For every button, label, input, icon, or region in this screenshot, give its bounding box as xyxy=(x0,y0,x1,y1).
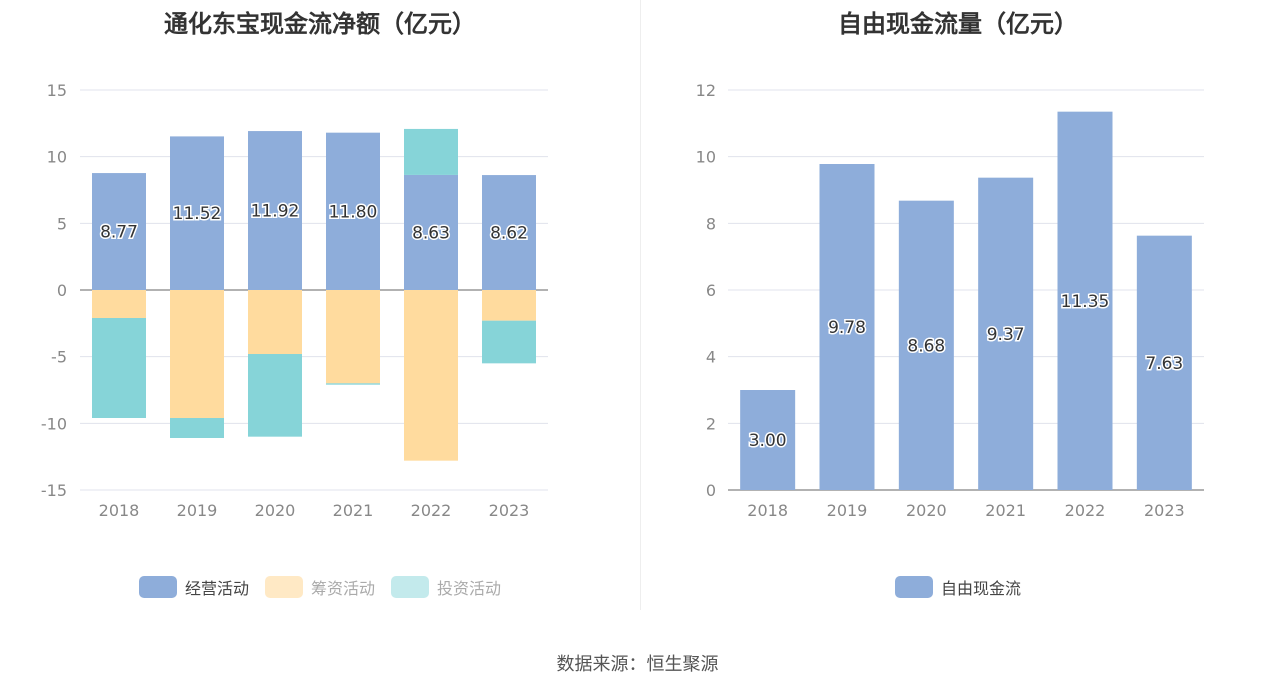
data-label: 3.00 xyxy=(749,431,787,451)
x-tick-label: 2019 xyxy=(827,501,868,520)
bar xyxy=(92,318,146,418)
bar xyxy=(1136,235,1192,490)
data-label: 11.35 xyxy=(1061,292,1110,312)
x-tick-label: 2023 xyxy=(1144,501,1185,520)
bar xyxy=(1057,111,1113,491)
legend: 经营活动 筹资活动 投资活动 xyxy=(0,575,640,599)
bar xyxy=(326,132,380,290)
x-tick-label: 2018 xyxy=(99,501,140,520)
bar xyxy=(482,290,536,321)
y-tick-label: 5 xyxy=(57,214,67,233)
chart-title: 通化东宝现金流净额（亿元） xyxy=(164,10,476,38)
x-tick-label: 2023 xyxy=(489,501,530,520)
data-label: 8.63 xyxy=(412,223,450,243)
legend: 自由现金流 xyxy=(641,575,1275,599)
free-cashflow-chart: 自由现金流量（亿元） 12 10 8 6 4 2 0 3.00 2018 9.78 2019 8.68… xyxy=(641,0,1275,620)
data-label: 9.37 xyxy=(987,325,1025,345)
net-cashflow-plot: 15 10 5 0 -5 -10 -15 8.77 2018 11.52 2019 11.92 2020… xyxy=(41,81,548,520)
y-tick-label: 15 xyxy=(47,81,67,100)
legend-label: 投资活动 xyxy=(437,579,502,598)
data-label: 7.63 xyxy=(1145,354,1183,374)
legend-swatch-free-cashflow xyxy=(894,576,933,598)
bar xyxy=(482,320,536,364)
y-tick-label: 2 xyxy=(706,414,716,433)
bar xyxy=(170,136,224,290)
y-tick-label: 0 xyxy=(706,481,716,500)
bar xyxy=(740,390,796,490)
bar xyxy=(248,290,302,354)
bar xyxy=(170,290,224,418)
data-source: 数据来源：恒生聚源 xyxy=(556,654,719,675)
data-label: 8.77 xyxy=(100,223,138,243)
x-tick-label: 2020 xyxy=(255,501,296,520)
y-tick-label: 10 xyxy=(47,148,67,167)
data-label: 9.78 xyxy=(828,318,866,338)
x-tick-label: 2020 xyxy=(906,501,947,520)
y-tick-label: 8 xyxy=(706,214,716,233)
y-tick-label: 10 xyxy=(696,148,716,167)
x-tick-label: 2018 xyxy=(747,501,788,520)
free-cashflow-plot: 12 10 8 6 4 2 0 3.00 2018 9.78 2019 8.68 2020 9.37 202… xyxy=(696,81,1204,520)
bar xyxy=(819,164,875,490)
legend-swatch-operating xyxy=(138,576,177,598)
legend-label: 自由现金流 xyxy=(940,579,1021,598)
bar xyxy=(248,131,302,290)
y-tick-label: 12 xyxy=(696,81,716,100)
data-label: 11.80 xyxy=(329,202,378,222)
x-tick-label: 2019 xyxy=(177,501,218,520)
bar xyxy=(326,290,380,384)
y-tick-label: 6 xyxy=(706,281,716,300)
y-tick-label: 4 xyxy=(706,348,716,367)
chart-title: 自由现金流量（亿元） xyxy=(838,10,1078,38)
bar xyxy=(92,173,146,290)
data-label: 8.62 xyxy=(490,224,528,244)
bar xyxy=(248,354,302,437)
bar xyxy=(170,418,224,438)
legend-item-free-cashflow[interactable]: 自由现金流 xyxy=(894,575,1021,599)
bar xyxy=(898,200,954,490)
y-tick-label: 0 xyxy=(57,281,67,300)
panel-divider xyxy=(640,0,641,610)
x-tick-label: 2021 xyxy=(333,501,374,520)
legend-label: 经营活动 xyxy=(184,579,249,598)
bar xyxy=(404,128,458,175)
x-tick-label: 2022 xyxy=(411,501,452,520)
legend-item-financing[interactable]: 筹资活动 xyxy=(264,575,375,599)
legend-swatch-investing xyxy=(391,576,429,598)
bar xyxy=(326,383,380,385)
y-tick-label: -15 xyxy=(41,481,67,500)
bar xyxy=(404,174,458,290)
y-tick-label: -10 xyxy=(41,414,67,433)
x-tick-label: 2021 xyxy=(985,501,1026,520)
bar xyxy=(404,290,458,461)
net-cashflow-chart: 通化东宝现金流净额（亿元） 15 10 5 0 -5 -10 -15 8.77 2018 11.5… xyxy=(0,0,640,620)
bar xyxy=(92,290,146,318)
y-tick-label: -5 xyxy=(51,348,67,367)
legend-swatch-financing xyxy=(264,576,303,598)
legend-item-operating[interactable]: 经营活动 xyxy=(138,575,249,599)
x-tick-label: 2022 xyxy=(1065,501,1106,520)
bar xyxy=(978,177,1034,490)
legend-item-investing[interactable]: 投资活动 xyxy=(391,575,501,599)
data-label: 11.92 xyxy=(251,202,300,222)
data-label: 11.52 xyxy=(173,204,222,224)
data-label: 8.68 xyxy=(907,336,945,356)
legend-label: 筹资活动 xyxy=(310,579,375,598)
bar xyxy=(482,175,536,290)
